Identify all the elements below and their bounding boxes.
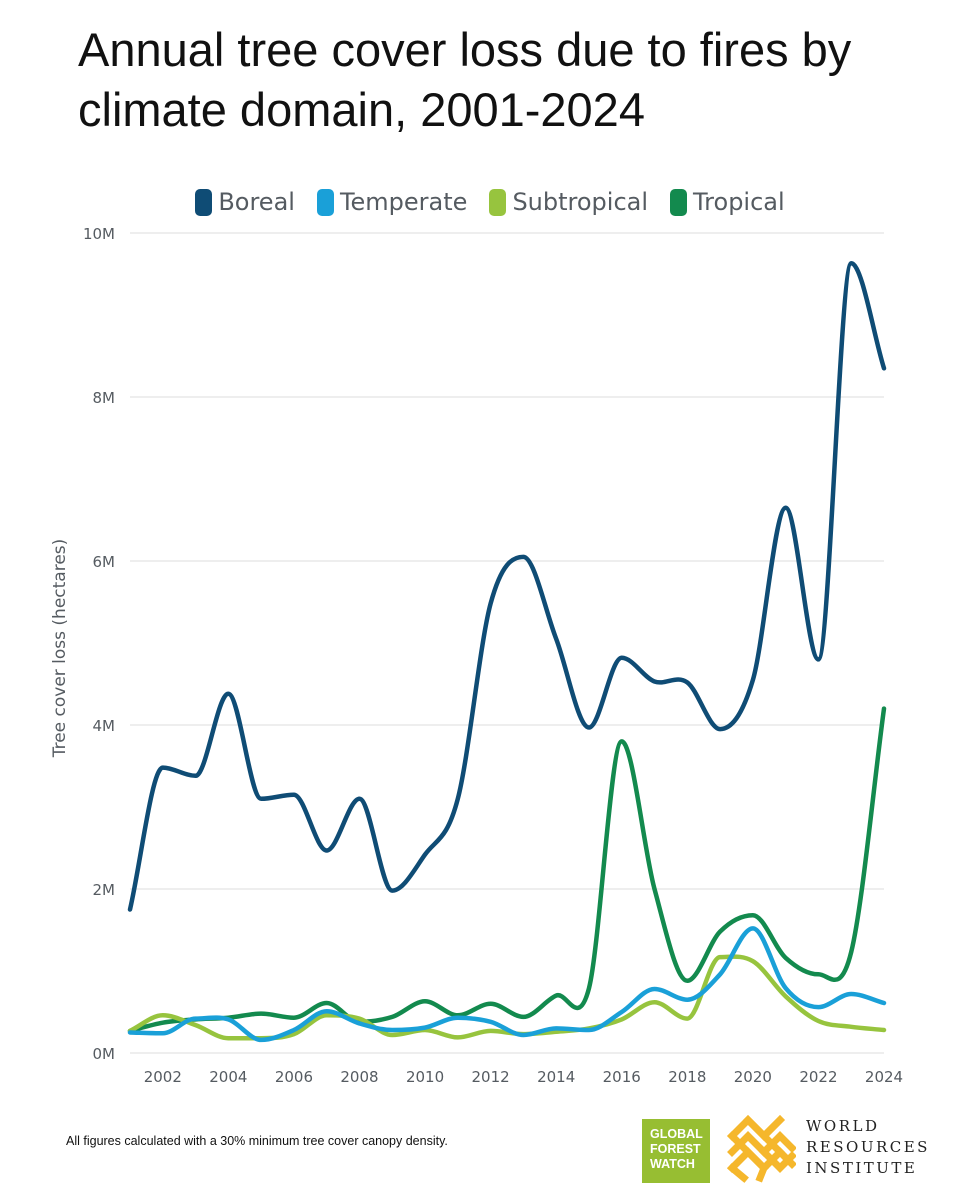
- x-tick-label: 2018: [668, 1068, 706, 1086]
- x-tick-label: 2012: [472, 1068, 510, 1086]
- legend-label-boreal: Boreal: [218, 188, 295, 216]
- wri-logo-text[interactable]: WORLD RESOURCES INSTITUTE: [806, 1116, 930, 1179]
- x-tick-label: 2002: [144, 1068, 182, 1086]
- x-tick-label: 2004: [209, 1068, 247, 1086]
- x-tick-label: 2024: [865, 1068, 903, 1086]
- legend-swatch-temperate: [316, 188, 334, 216]
- gfw-logo-line: GLOBAL: [650, 1127, 703, 1141]
- y-axis-label: Tree cover loss (hectares): [50, 539, 70, 759]
- x-tick-label: 2014: [537, 1068, 575, 1086]
- legend-item-temperate[interactable]: Temperate: [316, 184, 468, 220]
- wri-logo-line: RESOURCES: [806, 1138, 930, 1156]
- wri-logo-line: WORLD: [806, 1117, 880, 1135]
- x-tick-label: 2020: [734, 1068, 772, 1086]
- legend-label-temperate: Temperate: [339, 188, 468, 216]
- x-tick-label: 2016: [603, 1068, 641, 1086]
- y-tick-label: 10M: [83, 225, 115, 243]
- y-tick-label: 4M: [93, 717, 116, 735]
- x-axis-ticks: 2002 2004 2006 2008 2010 2012 2014 2016 2018 2020…: [144, 1068, 903, 1086]
- x-tick-label: 2010: [406, 1068, 444, 1086]
- y-tick-label: 6M: [93, 553, 116, 571]
- y-axis-ticks: 0M 2M 4M 6M 8M 10M: [83, 225, 115, 1063]
- chart-title: Annual tree cover loss due to fires by c…: [78, 23, 852, 136]
- legend-label-tropical: Tropical: [693, 188, 785, 216]
- legend-swatch-subtropical: [489, 188, 507, 216]
- y-tick-label: 8M: [93, 389, 116, 407]
- legend-swatch-tropical: [670, 188, 688, 216]
- legend-item-subtropical[interactable]: Subtropical: [489, 184, 648, 220]
- series-line-boreal[interactable]: [127, 261, 887, 912]
- legend-item-boreal[interactable]: Boreal: [195, 184, 295, 220]
- series-line-subtropical[interactable]: [127, 954, 887, 1041]
- wri-logo-mark-icon: [727, 1115, 796, 1183]
- footnote: All figures calculated with a 30% minimu…: [66, 1134, 448, 1148]
- legend-label-subtropical: Subtropical: [512, 188, 649, 216]
- gfw-logo-line: WATCH: [650, 1157, 695, 1171]
- y-tick-label: 2M: [93, 881, 116, 899]
- grid-lines: [130, 232, 884, 1054]
- chart-legend: Boreal Temperate Subtropical Tropical: [0, 184, 960, 220]
- gfw-logo-line: FOREST: [650, 1142, 701, 1156]
- x-tick-label: 2022: [799, 1068, 837, 1086]
- wri-logo-line: INSTITUTE: [806, 1159, 918, 1177]
- series-lines: [127, 261, 887, 1043]
- global-forest-watch-logo[interactable]: GLOBAL FOREST WATCH: [642, 1119, 710, 1183]
- series-line-temperate[interactable]: [127, 926, 887, 1043]
- x-tick-label: 2006: [275, 1068, 313, 1086]
- y-tick-label: 0M: [93, 1045, 116, 1063]
- x-tick-label: 2008: [340, 1068, 378, 1086]
- legend-item-tropical[interactable]: Tropical: [670, 184, 785, 220]
- legend-swatch-boreal: [195, 188, 213, 216]
- series-line-tropical[interactable]: [127, 706, 887, 1034]
